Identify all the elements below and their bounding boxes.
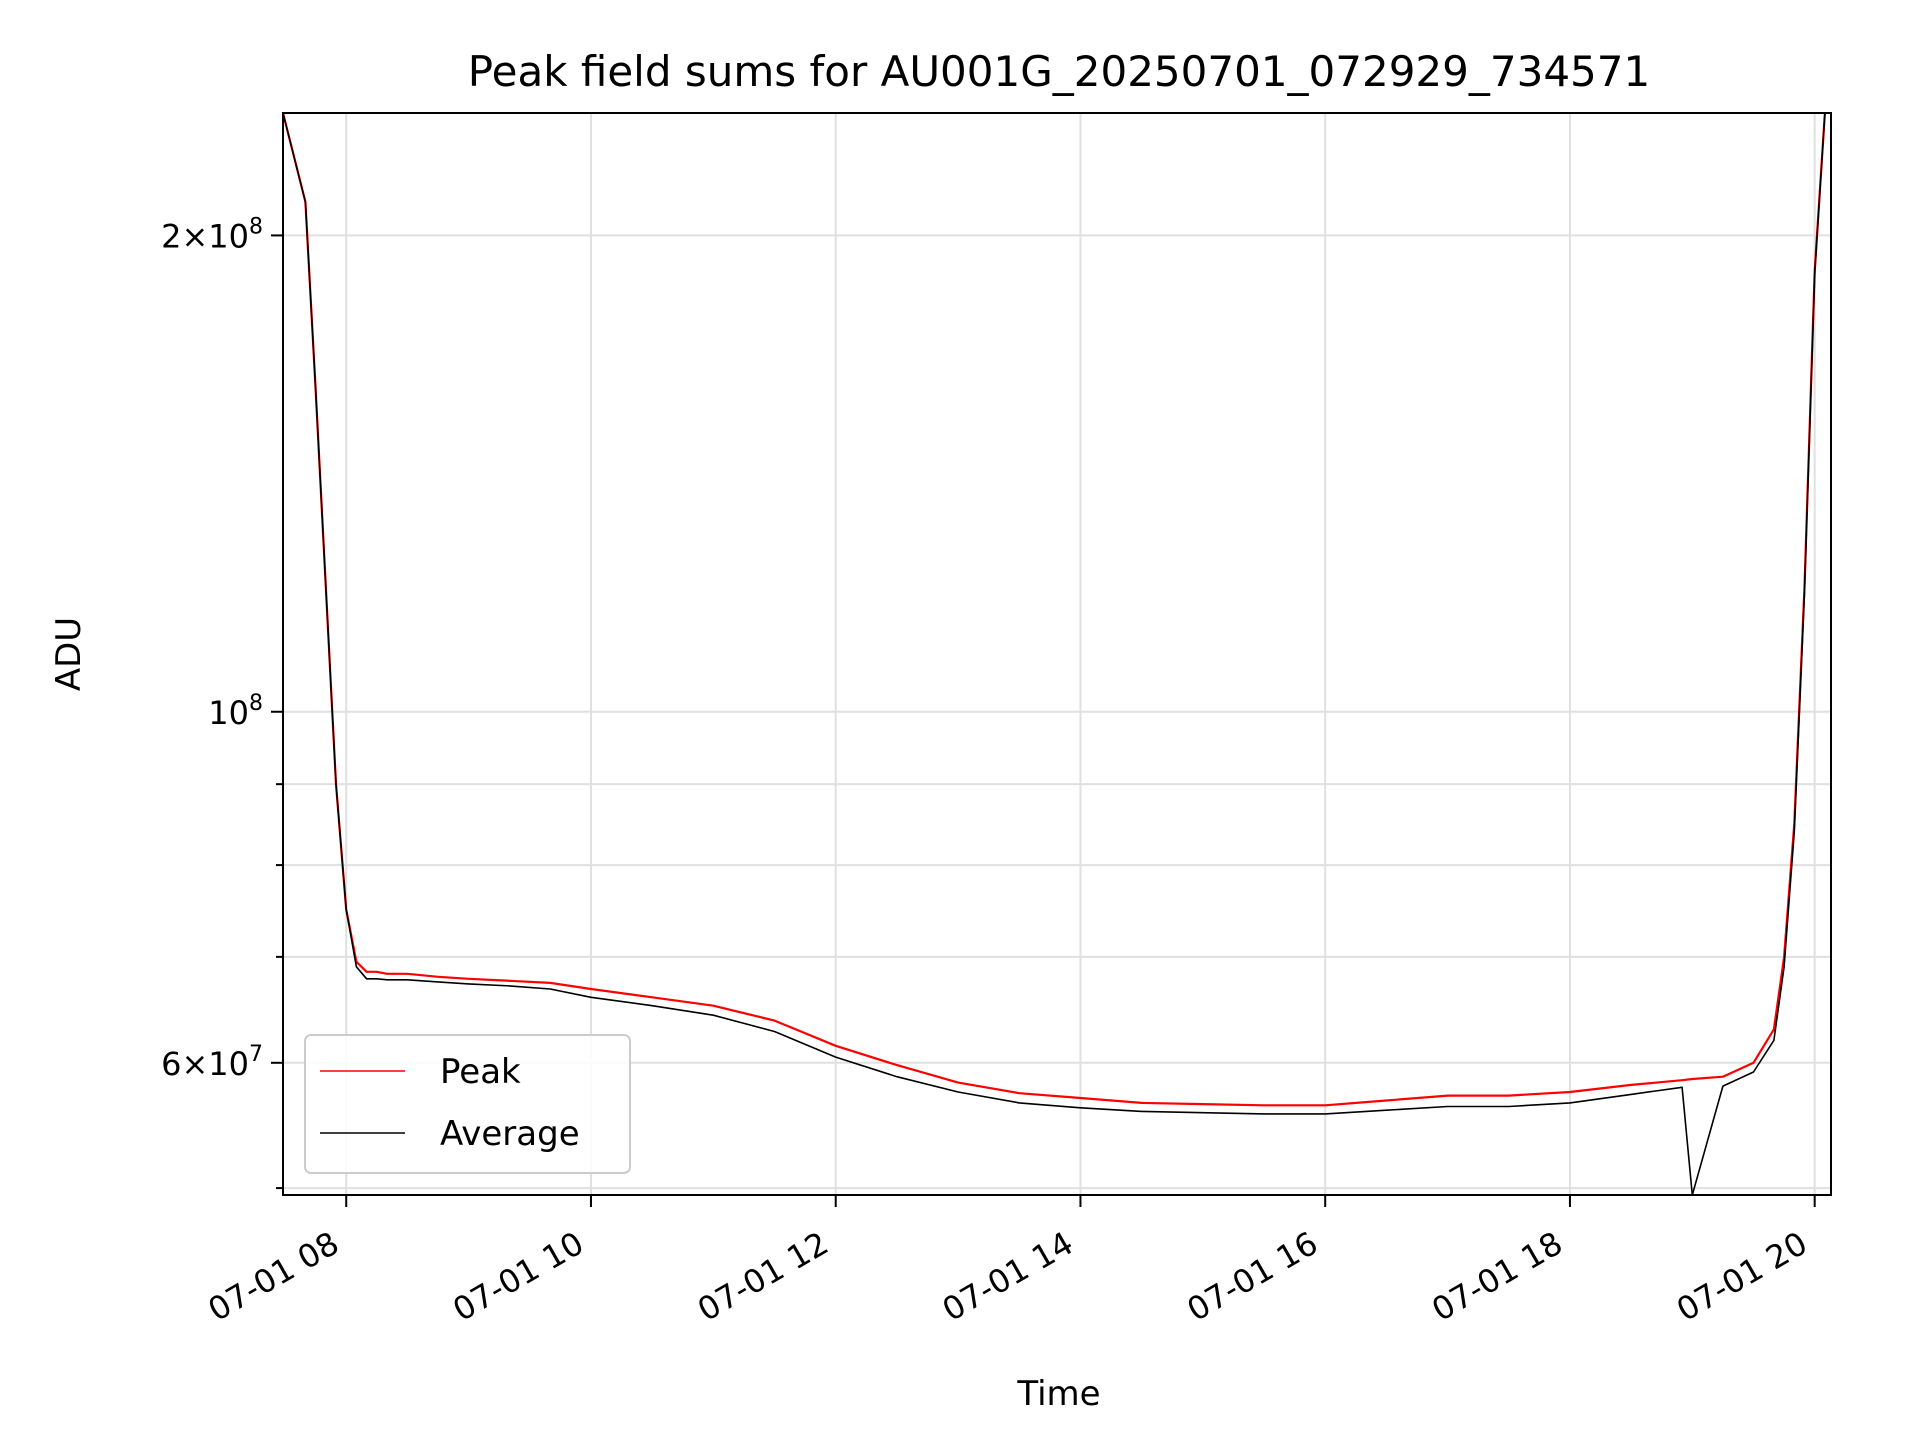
series-line-average — [283, 113, 1826, 1195]
legend-box — [304, 1034, 631, 1174]
y-tick-label: 108 — [208, 691, 263, 732]
series-group — [283, 113, 1826, 1195]
y-tick-label: 6×107 — [161, 1042, 263, 1083]
y-axis-label: ADU — [49, 617, 89, 691]
legend-label-average: Average — [440, 1114, 580, 1154]
legend: Peak Average — [304, 1034, 631, 1174]
series-line-peak — [283, 113, 1826, 1107]
plot-area — [283, 113, 1831, 1195]
grid — [283, 113, 1831, 1195]
plot-frame — [282, 112, 1832, 1196]
x-axis-label: Time — [1016, 1374, 1100, 1414]
y-tick-label: 2×108 — [161, 214, 263, 255]
chart-title: Peak field sums for AU001G_20250701_0729… — [468, 47, 1650, 96]
y-axis: 2×108 108 6×107 — [161, 214, 283, 1190]
legend-label-peak: Peak — [440, 1052, 521, 1092]
